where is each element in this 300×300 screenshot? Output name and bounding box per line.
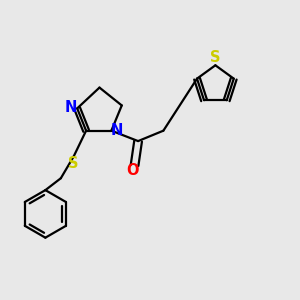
Text: N: N (110, 123, 123, 138)
Text: S: S (68, 156, 78, 171)
Text: N: N (64, 100, 77, 115)
Text: O: O (126, 163, 138, 178)
Text: S: S (210, 50, 220, 65)
